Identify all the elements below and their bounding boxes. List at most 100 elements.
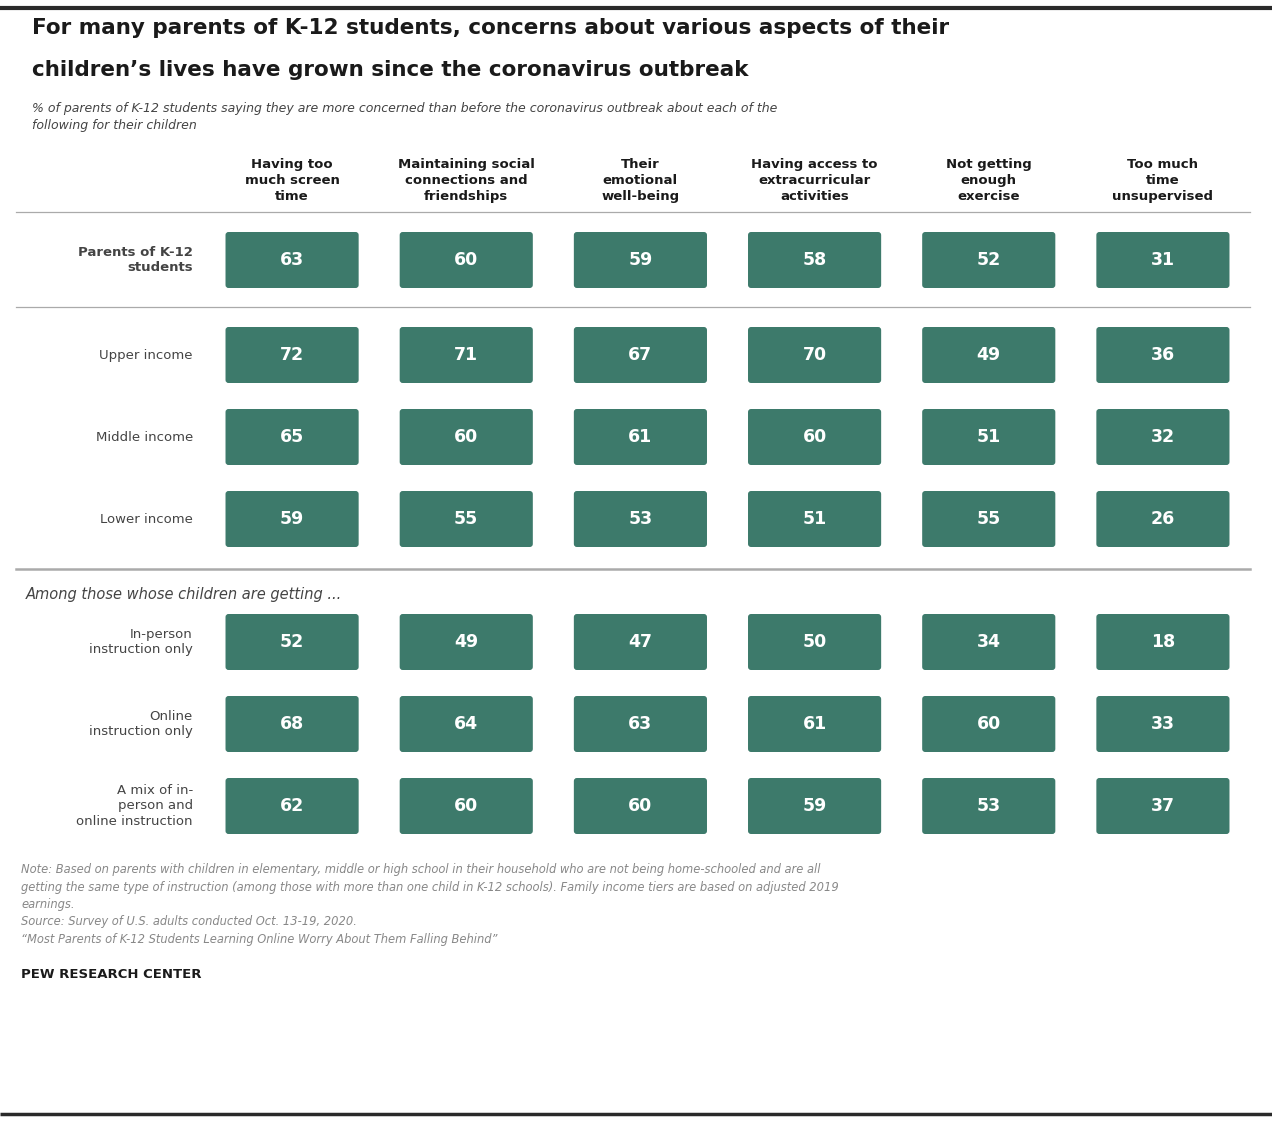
Text: 60: 60 [803, 428, 827, 446]
Text: 62: 62 [280, 797, 304, 815]
FancyBboxPatch shape [225, 409, 359, 465]
Text: 36: 36 [1151, 346, 1175, 364]
Text: Lower income: Lower income [100, 513, 193, 526]
FancyBboxPatch shape [225, 232, 359, 288]
Text: 26: 26 [1151, 510, 1175, 528]
FancyBboxPatch shape [574, 232, 707, 288]
Text: 60: 60 [454, 428, 478, 446]
Text: 61: 61 [628, 428, 653, 446]
Text: 52: 52 [280, 633, 304, 651]
Text: 71: 71 [454, 346, 478, 364]
Text: 63: 63 [628, 715, 653, 733]
FancyBboxPatch shape [922, 327, 1056, 383]
FancyBboxPatch shape [399, 327, 533, 383]
Text: children’s lives have grown since the coronavirus outbreak: children’s lives have grown since the co… [32, 60, 748, 80]
FancyBboxPatch shape [748, 614, 881, 670]
FancyBboxPatch shape [574, 409, 707, 465]
Text: Not getting
enough
exercise: Not getting enough exercise [946, 158, 1032, 203]
FancyBboxPatch shape [748, 696, 881, 752]
Text: Too much
time
unsupervised: Too much time unsupervised [1113, 158, 1213, 203]
FancyBboxPatch shape [748, 778, 881, 834]
FancyBboxPatch shape [922, 409, 1056, 465]
Text: 64: 64 [454, 715, 478, 733]
Text: A mix of in-
person and
online instruction: A mix of in- person and online instructi… [76, 785, 193, 828]
Text: 37: 37 [1151, 797, 1175, 815]
Text: 60: 60 [628, 797, 653, 815]
FancyBboxPatch shape [1096, 614, 1230, 670]
Text: 31: 31 [1151, 251, 1175, 269]
Text: 58: 58 [803, 251, 827, 269]
Text: 51: 51 [977, 428, 1001, 446]
FancyBboxPatch shape [748, 491, 881, 547]
Text: 50: 50 [803, 633, 827, 651]
Text: 33: 33 [1151, 715, 1175, 733]
FancyBboxPatch shape [399, 232, 533, 288]
FancyBboxPatch shape [1096, 409, 1230, 465]
FancyBboxPatch shape [399, 696, 533, 752]
Text: 32: 32 [1151, 428, 1175, 446]
Text: 53: 53 [628, 510, 653, 528]
Text: Parents of K-12
students: Parents of K-12 students [78, 246, 193, 274]
FancyBboxPatch shape [748, 409, 881, 465]
Text: 70: 70 [803, 346, 827, 364]
Text: 55: 55 [977, 510, 1001, 528]
Text: Maintaining social
connections and
friendships: Maintaining social connections and frien… [398, 158, 534, 203]
Text: 72: 72 [280, 346, 304, 364]
Text: 60: 60 [977, 715, 1001, 733]
FancyBboxPatch shape [748, 327, 881, 383]
Text: 61: 61 [803, 715, 827, 733]
Text: 68: 68 [280, 715, 304, 733]
Text: 65: 65 [280, 428, 304, 446]
Text: 53: 53 [977, 797, 1001, 815]
FancyBboxPatch shape [574, 696, 707, 752]
FancyBboxPatch shape [922, 778, 1056, 834]
Text: In-person
instruction only: In-person instruction only [89, 627, 193, 656]
FancyBboxPatch shape [922, 696, 1056, 752]
FancyBboxPatch shape [574, 491, 707, 547]
FancyBboxPatch shape [922, 491, 1056, 547]
FancyBboxPatch shape [399, 491, 533, 547]
FancyBboxPatch shape [574, 778, 707, 834]
Text: Having access to
extracurricular
activities: Having access to extracurricular activit… [752, 158, 878, 203]
Text: 55: 55 [454, 510, 478, 528]
FancyBboxPatch shape [225, 778, 359, 834]
FancyBboxPatch shape [922, 232, 1056, 288]
Text: For many parents of K-12 students, concerns about various aspects of their: For many parents of K-12 students, conce… [32, 18, 949, 38]
FancyBboxPatch shape [225, 614, 359, 670]
FancyBboxPatch shape [922, 614, 1056, 670]
Text: 34: 34 [977, 633, 1001, 651]
Text: 52: 52 [977, 251, 1001, 269]
FancyBboxPatch shape [225, 696, 359, 752]
FancyBboxPatch shape [1096, 696, 1230, 752]
FancyBboxPatch shape [574, 327, 707, 383]
Text: Their
emotional
well-being: Their emotional well-being [602, 158, 679, 203]
Text: 59: 59 [803, 797, 827, 815]
Text: Middle income: Middle income [95, 430, 193, 444]
FancyBboxPatch shape [225, 491, 359, 547]
Text: % of parents of K-12 students saying they are more concerned than before the cor: % of parents of K-12 students saying the… [32, 102, 777, 132]
Text: 67: 67 [628, 346, 653, 364]
Text: Online
instruction only: Online instruction only [89, 709, 193, 738]
FancyBboxPatch shape [399, 778, 533, 834]
FancyBboxPatch shape [1096, 327, 1230, 383]
Text: PEW RESEARCH CENTER: PEW RESEARCH CENTER [22, 968, 201, 981]
FancyBboxPatch shape [1096, 778, 1230, 834]
Text: 18: 18 [1151, 633, 1175, 651]
Text: Among those whose children are getting ...: Among those whose children are getting .… [25, 587, 342, 602]
FancyBboxPatch shape [574, 614, 707, 670]
Text: 59: 59 [280, 510, 304, 528]
Text: 60: 60 [454, 251, 478, 269]
FancyBboxPatch shape [748, 232, 881, 288]
Text: Note: Based on parents with children in elementary, middle or high school in the: Note: Based on parents with children in … [22, 863, 838, 946]
Text: 47: 47 [628, 633, 653, 651]
FancyBboxPatch shape [225, 327, 359, 383]
FancyBboxPatch shape [399, 614, 533, 670]
FancyBboxPatch shape [1096, 491, 1230, 547]
Text: 63: 63 [280, 251, 304, 269]
Text: 59: 59 [628, 251, 653, 269]
FancyBboxPatch shape [399, 409, 533, 465]
Text: Upper income: Upper income [99, 348, 193, 362]
FancyBboxPatch shape [1096, 232, 1230, 288]
Text: Having too
much screen
time: Having too much screen time [244, 158, 340, 203]
Text: 51: 51 [803, 510, 827, 528]
